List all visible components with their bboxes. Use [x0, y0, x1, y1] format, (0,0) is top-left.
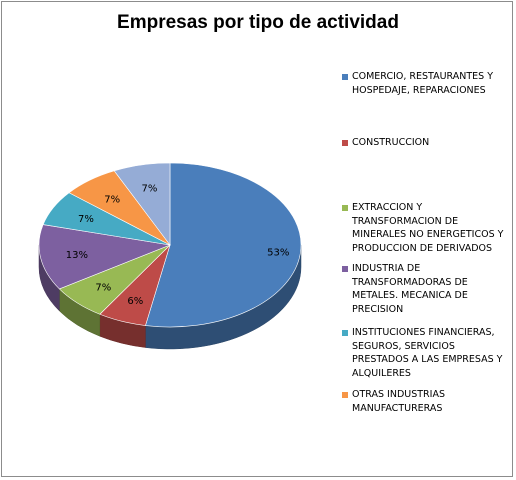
legend-label-line: METALES. MECANICA DE — [352, 290, 468, 302]
legend-label-line: COMERCIO, RESTAURANTES Y — [352, 71, 494, 82]
legend-label-line: INDUSTRIA DE — [352, 263, 421, 274]
legend-label-line: PRECISION — [352, 303, 404, 315]
legend-label-line: TRANSFORMACION DE — [352, 215, 459, 227]
legend-swatch — [342, 140, 348, 146]
legend-label: COMERCIO, RESTAURANTES Y HOSPEDAJE, REPAR… — [352, 70, 493, 97]
data-label-0: 53% — [267, 247, 289, 258]
legend-swatch — [342, 392, 348, 398]
legend-label-line: SEGUROS, SERVICIOS — [352, 340, 455, 352]
data-labels: 53% 6% 7% 13% 7% 7% 7% — [66, 183, 290, 307]
legend-swatch — [342, 266, 348, 272]
legend-label: INDUSTRIA DE TRANSFORMADORAS DE METALES. M… — [352, 262, 468, 316]
legend-label: INSTITUCIONES FINANCIERAS, SEGUROS, SERVI… — [352, 326, 502, 380]
legend-label-line: PRESTADOS A LAS EMPRESAS Y — [352, 354, 503, 366]
legend-label-line: MANUFACTURERAS — [352, 402, 443, 414]
data-label-4: 7% — [78, 214, 94, 225]
data-label-3: 13% — [66, 250, 88, 261]
legend-label-line: EXTRACCION Y — [352, 202, 423, 213]
data-label-6: 7% — [141, 183, 157, 194]
legend-label-line: TRANSFORMADORAS DE — [352, 276, 468, 288]
legend-swatch — [342, 74, 348, 80]
legend-label-line: OTRAS INDUSTRIAS — [352, 389, 445, 400]
legend-label-line: ALQUILERES — [352, 367, 411, 379]
legend-label-line: PRODUCCION DE DERIVADOS — [352, 242, 493, 254]
data-label-2: 7% — [95, 283, 111, 294]
legend-label: CONSTRUCCION — [352, 136, 429, 150]
pie-slice-6 — [113, 162, 171, 246]
chart-title: Empresas por tipo de actividad — [117, 12, 399, 33]
legend-label-line: MINERALES NO ENERGETICOS Y — [352, 229, 504, 241]
data-label-1: 6% — [127, 296, 143, 307]
legend-label-line: HOSPEDAJE, REPARACIONES — [352, 84, 486, 96]
legend-label-line: CONSTRUCCION — [352, 137, 430, 148]
legend-label: EXTRACCION Y TRANSFORMACION DE MINERALES N… — [352, 201, 503, 255]
legend-swatch — [342, 330, 348, 336]
legend-label-line: INSTITUCIONES FINANCIERAS, — [352, 327, 495, 338]
data-label-5: 7% — [104, 194, 120, 205]
pie-slices — [38, 162, 302, 328]
legend-swatch — [342, 205, 348, 211]
pie-slice-3 — [38, 224, 172, 290]
legend-label: OTRAS INDUSTRIAS MANUFACTURERAS — [352, 388, 445, 415]
pie-slice-0 — [145, 162, 302, 328]
